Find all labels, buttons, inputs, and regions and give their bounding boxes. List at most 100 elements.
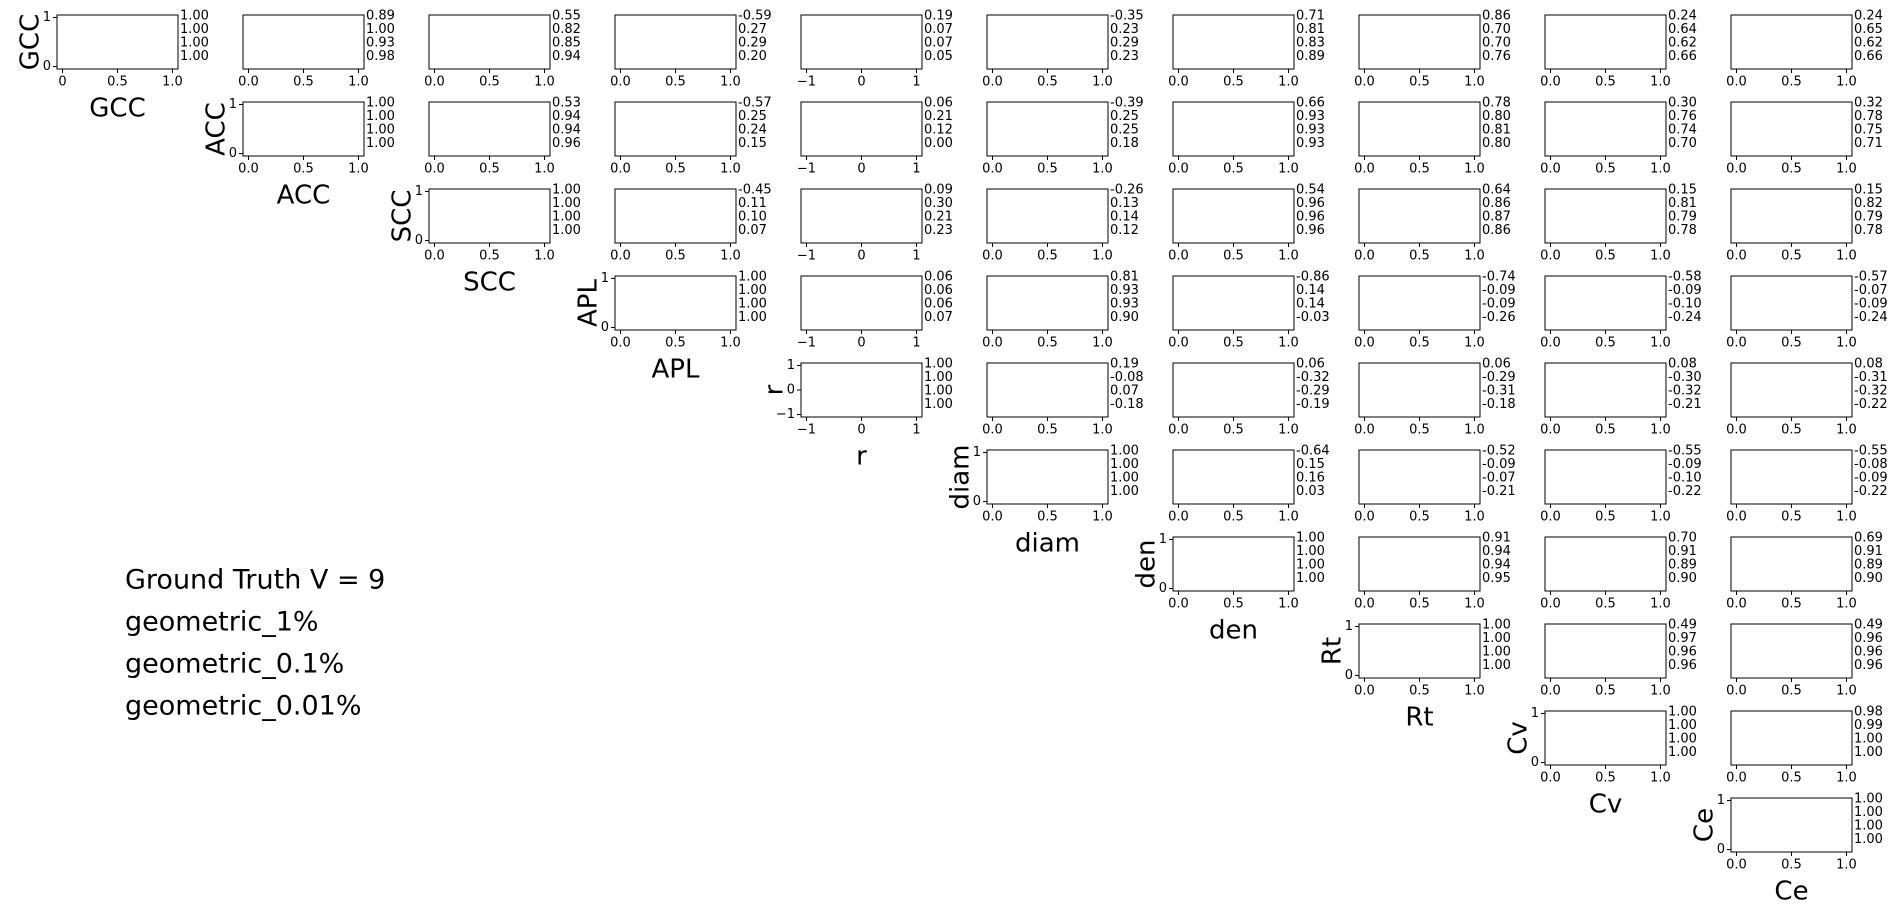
panel-frame [800, 188, 923, 244]
correlation-label: 1.00 [1668, 745, 1697, 760]
correlation-label: 0.89 [1854, 558, 1883, 573]
x-tick-label: 0.0 [424, 162, 445, 177]
correlation-label: 0.81 [1482, 123, 1511, 138]
x-tick-label: 0.0 [1354, 336, 1375, 351]
panel-frame [1358, 362, 1481, 418]
x-tick-label: 0.0 [1168, 249, 1189, 264]
x-tick-label: 0.0 [1726, 771, 1747, 786]
correlation-label: -0.35 [1110, 9, 1144, 24]
correlation-label: 1.00 [924, 370, 953, 385]
x-tick-label: 0.0 [1726, 597, 1747, 612]
correlation-label: 0.32 [1854, 96, 1883, 111]
x-tick-label: 0.5 [1409, 249, 1430, 264]
x-tick-label: 0.5 [1409, 162, 1430, 177]
correlation-label: 1.00 [1110, 457, 1139, 472]
x-tick-label: 0.0 [1726, 75, 1747, 90]
correlation-label: 0.49 [1668, 618, 1697, 633]
x-tick-label: −1 [797, 423, 816, 438]
correlation-label: -0.26 [1110, 183, 1144, 198]
x-tick-label: 1.0 [1836, 771, 1857, 786]
x-tick-label: 0.5 [1037, 75, 1058, 90]
x-axis-label: den [1209, 616, 1258, 646]
correlation-label: 1.00 [552, 210, 581, 225]
y-axis-label: Cv [1504, 721, 1534, 755]
y-tick-label: 1 [787, 358, 795, 373]
x-tick-label: 0.5 [1781, 75, 1802, 90]
correlation-label: 0.81 [1296, 22, 1325, 37]
y-tick-label: 0 [973, 494, 981, 509]
panel-frame [614, 101, 737, 157]
correlation-label: -0.21 [1482, 484, 1516, 499]
correlation-label: 0.21 [924, 210, 953, 225]
correlation-label: 0.94 [552, 49, 581, 64]
panel-frame [614, 14, 737, 70]
y-tick-label: 0 [787, 383, 795, 398]
y-axis-label: APL [574, 279, 604, 327]
x-tick-label: 0 [857, 249, 865, 264]
correlation-label: 1.00 [1296, 531, 1325, 546]
x-axis-label: diam [1015, 529, 1080, 559]
correlation-label: 0.83 [1296, 36, 1325, 51]
correlation-label: -0.22 [1854, 484, 1888, 499]
x-tick-label: 1.0 [1650, 597, 1671, 612]
x-tick-label: −1 [797, 75, 816, 90]
correlation-label: -0.45 [738, 183, 772, 198]
x-tick-label: 1 [912, 162, 920, 177]
correlation-label: 0.24 [1668, 9, 1697, 24]
panel-frame [1172, 275, 1295, 331]
x-tick-label: 0.5 [1595, 423, 1616, 438]
correlation-label: -0.39 [1110, 96, 1144, 111]
correlation-label: 0.66 [1296, 96, 1325, 111]
correlation-label: 0.96 [1296, 210, 1325, 225]
correlation-label: 0.95 [1482, 571, 1511, 586]
x-tick-label: 1.0 [1464, 162, 1485, 177]
x-tick-label: 0.5 [1037, 336, 1058, 351]
x-tick-label: 1.0 [1650, 684, 1671, 699]
correlation-label: 1.00 [366, 96, 395, 111]
x-tick-label: 1.0 [534, 75, 555, 90]
correlation-label: 1.00 [180, 49, 209, 64]
correlation-label: 0.66 [1854, 49, 1883, 64]
correlation-label: -0.10 [1668, 471, 1702, 486]
correlation-label: 1.00 [1296, 558, 1325, 573]
correlation-label: 0.81 [1668, 196, 1697, 211]
x-tick-label: 1.0 [1278, 249, 1299, 264]
x-tick-label: 1.0 [1650, 771, 1671, 786]
y-tick-label: 1 [1531, 706, 1539, 721]
x-tick-label: 1.0 [1650, 336, 1671, 351]
x-tick-label: 0.5 [1223, 597, 1244, 612]
x-tick-label: 0.0 [238, 162, 259, 177]
y-tick-label: 1 [229, 97, 237, 112]
correlation-label: 0.06 [924, 270, 953, 285]
correlation-label: 1.00 [1110, 471, 1139, 486]
correlation-label: 0.15 [1296, 457, 1325, 472]
correlation-label: 0.62 [1668, 36, 1697, 51]
y-axis-label: Ce [1690, 808, 1720, 842]
correlation-label: 1.00 [366, 109, 395, 124]
x-tick-label: 1.0 [1464, 336, 1485, 351]
correlation-label: 0.93 [366, 36, 395, 51]
x-tick-label: 0.5 [1595, 162, 1616, 177]
correlation-label: -0.55 [1854, 444, 1888, 459]
correlation-label: 0.19 [924, 9, 953, 24]
x-tick-label: 1.0 [1278, 162, 1299, 177]
x-tick-label: 0.5 [1037, 162, 1058, 177]
correlation-label: 0.89 [1668, 558, 1697, 573]
correlation-label: -0.86 [1296, 270, 1330, 285]
x-tick-label: 0.0 [1726, 858, 1747, 873]
panel-frame [1358, 14, 1481, 70]
x-tick-label: 0.0 [1540, 423, 1561, 438]
x-tick-label: 1.0 [1836, 336, 1857, 351]
correlation-label: 0.82 [552, 22, 581, 37]
correlation-label: -0.07 [1854, 283, 1888, 298]
correlation-label: 0.13 [1110, 196, 1139, 211]
correlation-label: 0.55 [552, 9, 581, 24]
x-tick-label: 0.0 [1540, 336, 1561, 351]
x-tick-label: 0 [857, 162, 865, 177]
x-tick-label: 1.0 [534, 249, 555, 264]
correlation-label: 1.00 [552, 196, 581, 211]
correlation-label: 1.00 [924, 357, 953, 372]
correlation-label: -0.29 [1296, 384, 1330, 399]
correlation-label: 1.00 [1854, 832, 1883, 847]
